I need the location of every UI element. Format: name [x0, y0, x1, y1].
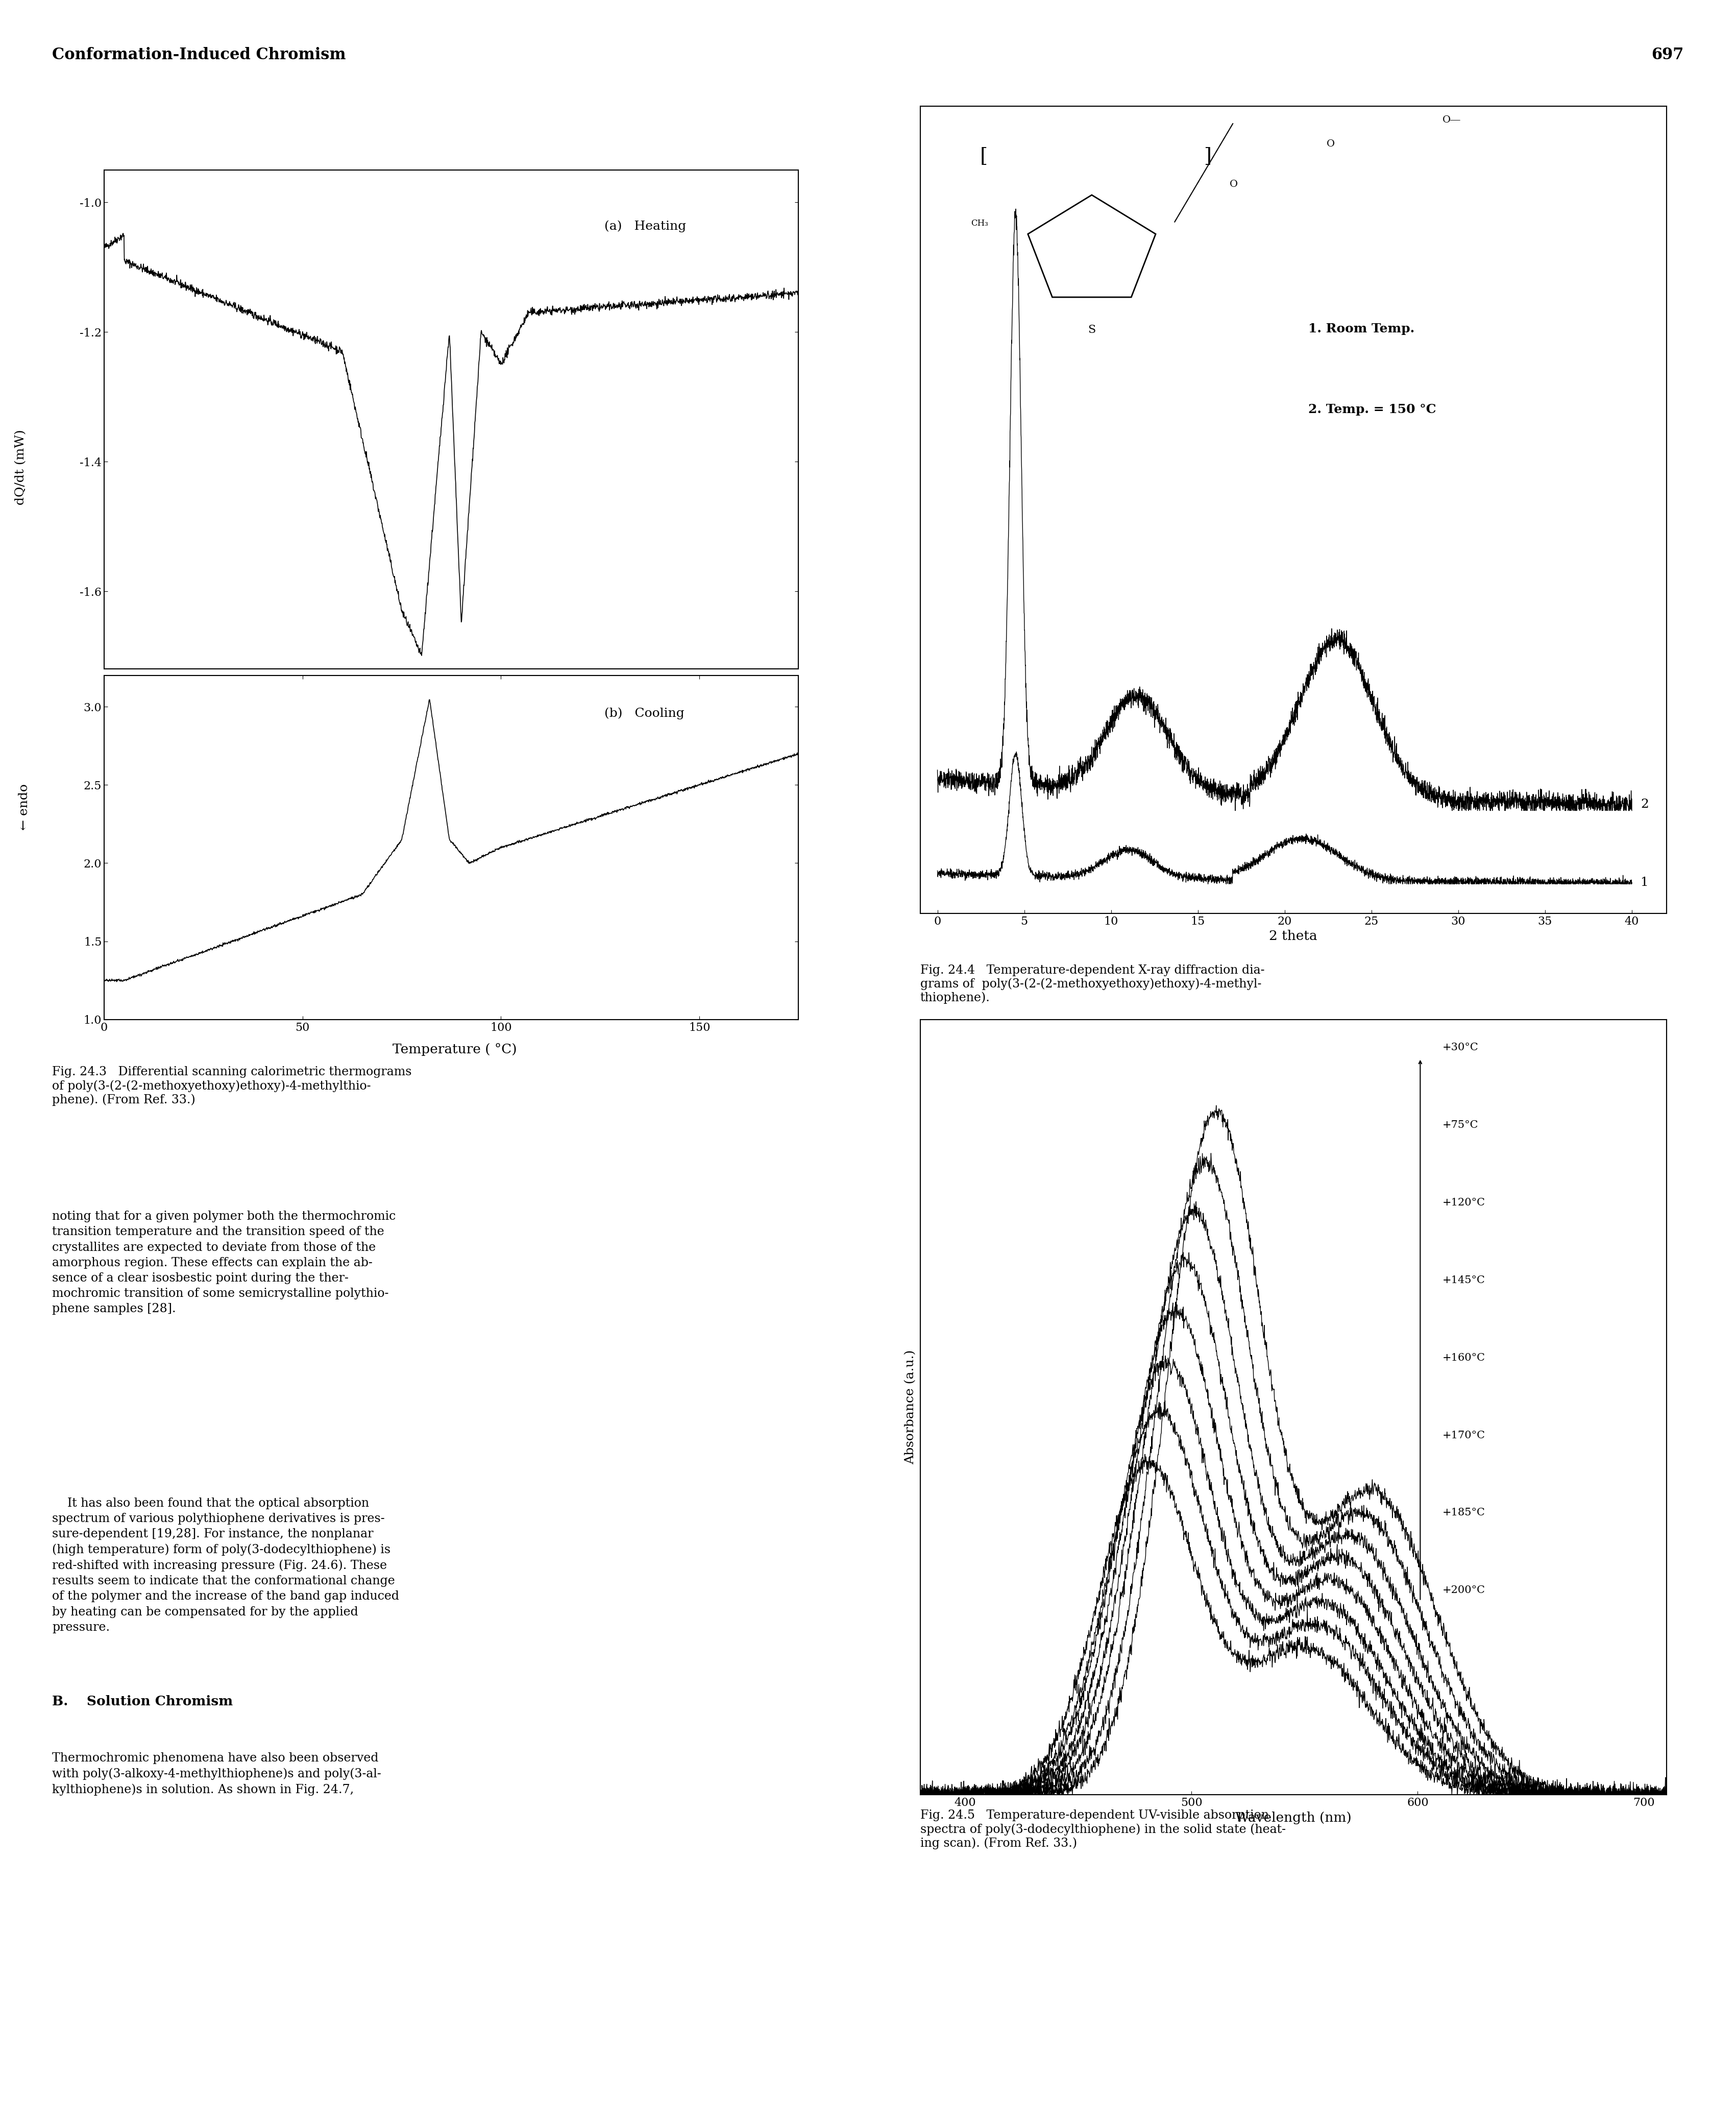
Text: +185°C: +185°C — [1443, 1508, 1486, 1519]
Text: 2: 2 — [1641, 799, 1649, 809]
Text: (a)   Heating: (a) Heating — [604, 221, 686, 232]
Text: Fig. 24.5   Temperature-dependent UV-visible absorption
spectra of poly(3-dodecy: Fig. 24.5 Temperature-dependent UV-visib… — [920, 1810, 1286, 1850]
Text: S: S — [1088, 325, 1095, 336]
Text: It has also been found that the optical absorption
spectrum of various polythiop: It has also been found that the optical … — [52, 1497, 399, 1633]
Text: +30°C: +30°C — [1443, 1043, 1479, 1054]
Text: 1. Room Temp.: 1. Room Temp. — [1309, 323, 1415, 336]
Text: dQ/dt (mW): dQ/dt (mW) — [16, 429, 26, 506]
Text: 697: 697 — [1651, 47, 1684, 62]
Text: +145°C: +145°C — [1443, 1274, 1486, 1285]
Text: B.    Solution Chromism: B. Solution Chromism — [52, 1695, 233, 1708]
Text: 1: 1 — [1641, 877, 1649, 888]
Y-axis label: Absorbance (a.u.): Absorbance (a.u.) — [904, 1351, 917, 1463]
Text: O: O — [1229, 181, 1238, 189]
Text: +170°C: +170°C — [1443, 1429, 1486, 1440]
Text: [: [ — [979, 147, 988, 166]
Text: Fig. 24.3   Differential scanning calorimetric thermograms
of poly(3-(2-(2-metho: Fig. 24.3 Differential scanning calorime… — [52, 1066, 411, 1107]
Text: O: O — [1326, 140, 1335, 149]
Text: +200°C: +200°C — [1443, 1585, 1486, 1595]
Text: 2. Temp. = 150 °C: 2. Temp. = 150 °C — [1309, 404, 1436, 416]
Text: ← endo: ← endo — [19, 784, 30, 830]
Text: CH₃: CH₃ — [970, 219, 988, 227]
Text: +120°C: +120°C — [1443, 1198, 1486, 1209]
Text: ]: ] — [1203, 147, 1212, 166]
Text: Conformation-Induced Chromism: Conformation-Induced Chromism — [52, 47, 345, 62]
Text: noting that for a given polymer both the thermochromic
transition temperature an: noting that for a given polymer both the… — [52, 1211, 396, 1315]
Text: O―: O― — [1443, 115, 1460, 125]
Text: Fig. 24.4   Temperature-dependent X-ray diffraction dia-
grams of  poly(3-(2-(2-: Fig. 24.4 Temperature-dependent X-ray di… — [920, 964, 1264, 1005]
X-axis label: 2 theta: 2 theta — [1269, 930, 1318, 943]
Text: +160°C: +160°C — [1443, 1353, 1486, 1364]
Text: Thermochromic phenomena have also been observed
with poly(3-alkoxy-4-methylthiop: Thermochromic phenomena have also been o… — [52, 1752, 382, 1795]
Text: Temperature ( °C): Temperature ( °C) — [392, 1043, 517, 1056]
Text: +75°C: +75°C — [1443, 1119, 1479, 1130]
X-axis label: Wavelength (nm): Wavelength (nm) — [1236, 1812, 1351, 1825]
Text: (b)   Cooling: (b) Cooling — [604, 707, 684, 720]
